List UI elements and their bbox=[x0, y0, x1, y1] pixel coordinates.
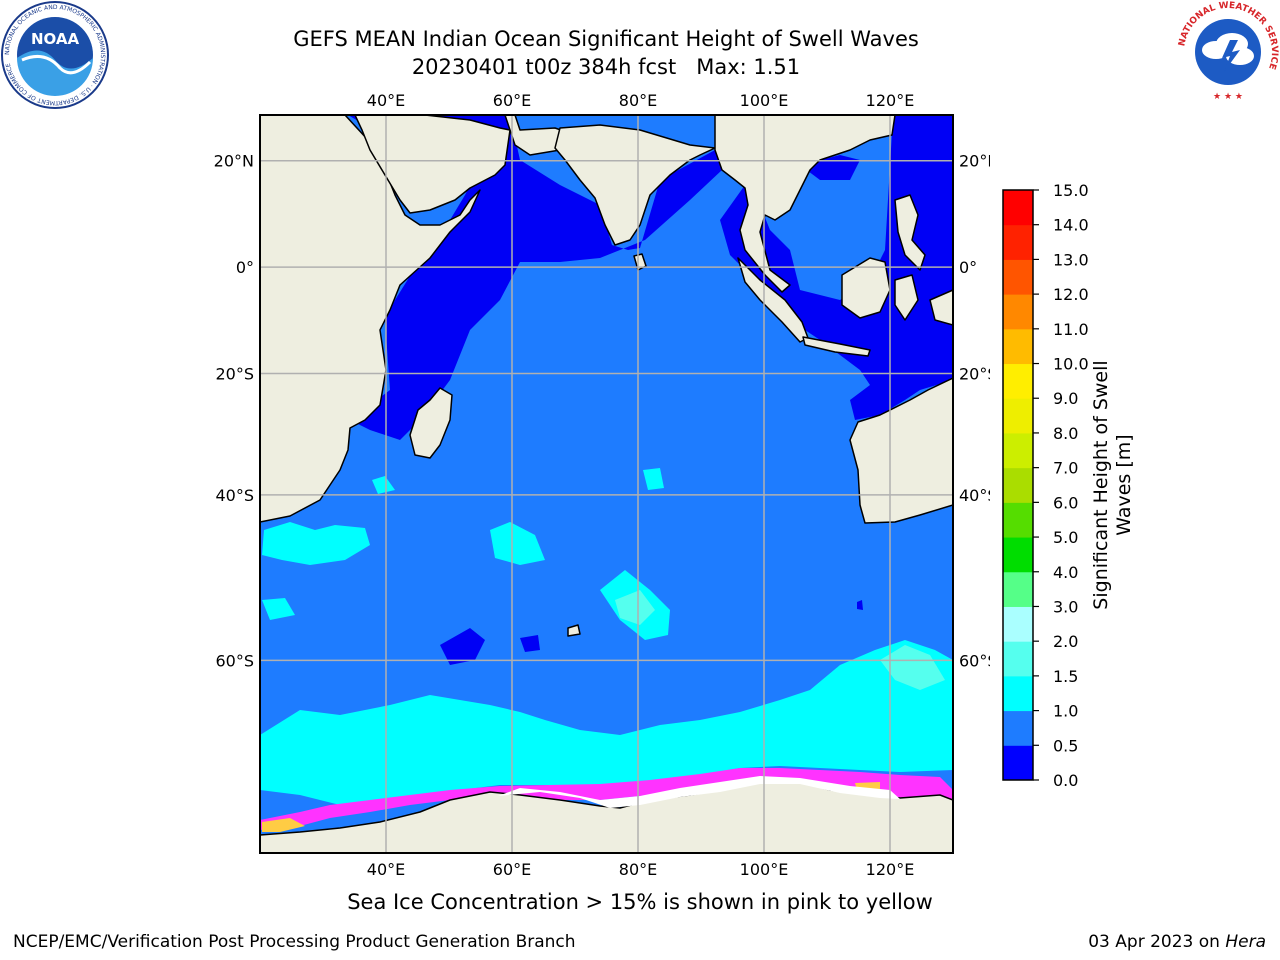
chart-title: GEFS MEAN Indian Ocean Significant Heigh… bbox=[293, 27, 919, 51]
lat-tick-label-right: 20°N bbox=[959, 152, 990, 171]
colorbar-segment bbox=[1003, 675, 1033, 712]
colorbar-tick-label: 1.5 bbox=[1053, 667, 1078, 686]
lon-tick-label-bottom: 60°E bbox=[493, 860, 531, 879]
colorbar: 0.0 0.5 1.0 1.5 2.0 3.0 4.0 5.0 6.0 7.0 8.0 9.0 10.0… bbox=[1002, 181, 1089, 790]
lon-tick-label-top: 100°E bbox=[740, 91, 789, 110]
colorbar-tick-label: 4.0 bbox=[1053, 563, 1078, 582]
date-stamp: 03 Apr 2023 on Hera bbox=[1088, 932, 1266, 952]
colorbar-tick-label: 1.0 bbox=[1053, 702, 1078, 721]
colorbar-tick-label: 0.0 bbox=[1053, 771, 1078, 790]
colorbar-tick-label: 6.0 bbox=[1053, 493, 1078, 512]
colorbar-segment bbox=[1003, 502, 1033, 538]
colorbar-tick-label: 0.5 bbox=[1053, 736, 1078, 755]
colorbar-tick-label: 15.0 bbox=[1053, 181, 1089, 200]
high-swell-regions bbox=[615, 590, 945, 690]
landmasses bbox=[260, 115, 953, 853]
svg-text:★ ★ ★: ★ ★ ★ bbox=[1213, 92, 1243, 102]
lat-tick-label-left: 60°S bbox=[215, 651, 254, 670]
moderate-swell-regions bbox=[260, 468, 953, 805]
swell-height-map: 40°E 40°E 60°E 60°E 80°E 80°E 100°E 100°E 120°E 1… bbox=[214, 91, 990, 879]
colorbar-tick-label: 13.0 bbox=[1053, 250, 1089, 269]
colorbar-tick-label: 5.0 bbox=[1053, 528, 1078, 547]
colorbar-tick-label: 2.0 bbox=[1053, 632, 1078, 651]
colorbar-tick-label: 10.0 bbox=[1053, 355, 1089, 374]
lat-tick-label-right: 0° bbox=[959, 258, 977, 277]
colorbar-segment bbox=[1003, 224, 1033, 260]
lon-tick-label-top: 120°E bbox=[866, 91, 915, 110]
tick-labels: 40°E 40°E 60°E 60°E 80°E 80°E 100°E 100°E 120°E 1… bbox=[214, 91, 990, 879]
colorbar-segment bbox=[1003, 571, 1033, 607]
map-frame bbox=[259, 114, 954, 854]
ice-shelf bbox=[498, 776, 900, 808]
colorbar-tick-label: 12.0 bbox=[1053, 285, 1089, 304]
graticule bbox=[260, 115, 953, 853]
colorbar-tick-label: 14.0 bbox=[1053, 216, 1089, 235]
colorbar-label: Significant Height of Swell Waves [m] bbox=[1090, 350, 1136, 620]
colorbar-tick-label: 8.0 bbox=[1053, 424, 1078, 443]
colorbar-segment bbox=[1003, 294, 1033, 330]
noaa-logo-text: NOAA bbox=[31, 30, 80, 48]
lon-tick-label-bottom: 40°E bbox=[367, 860, 405, 879]
colorbar-segment bbox=[1003, 745, 1033, 781]
colorbar-tick-label: 9.0 bbox=[1053, 389, 1078, 408]
lat-tick-label-right: 60°S bbox=[959, 651, 990, 670]
colorbar-tick-label: 11.0 bbox=[1053, 320, 1089, 339]
lon-tick-label-bottom: 120°E bbox=[866, 860, 915, 879]
colorbar-segment bbox=[1003, 467, 1033, 503]
date-text: 03 Apr 2023 on bbox=[1088, 932, 1226, 952]
colorbar-segment bbox=[1003, 606, 1033, 642]
chart-subtitle: 20230401 t00z 384h fcst Max: 1.51 bbox=[411, 55, 801, 79]
colorbar-tick-label: 3.0 bbox=[1053, 597, 1078, 616]
lat-tick-label-right: 20°S bbox=[959, 365, 990, 384]
low-swell-regions bbox=[348, 115, 953, 665]
lon-tick-label-bottom: 100°E bbox=[740, 860, 789, 879]
colorbar-segment bbox=[1003, 710, 1033, 746]
lat-tick-label-left: 40°S bbox=[215, 486, 254, 505]
lon-tick-label-top: 40°E bbox=[367, 91, 405, 110]
nws-logo: NATIONAL WEATHER SERVICE ★ ★ ★ bbox=[1177, 1, 1279, 103]
sea-ice-yellow bbox=[262, 818, 305, 832]
sea-ice-note: Sea Ice Concentration > 15% is shown in … bbox=[347, 890, 933, 914]
lat-tick-label-right: 40°S bbox=[959, 486, 990, 505]
credit-line: NCEP/EMC/Verification Post Processing Pr… bbox=[13, 932, 576, 952]
lat-tick-label-left: 20°N bbox=[214, 152, 254, 171]
colorbar-segment bbox=[1003, 328, 1033, 365]
colorbar-segment bbox=[1003, 432, 1033, 469]
colorbar-segment bbox=[1003, 259, 1033, 295]
colorbar-frame bbox=[1002, 189, 1034, 781]
noaa-logo: NATIONAL OCEANIC AND ATMOSPHERIC ADMINIS… bbox=[1, 1, 109, 109]
lon-tick-label-bottom: 80°E bbox=[619, 860, 657, 879]
host-name: Hera bbox=[1225, 932, 1266, 952]
colorbar-segment bbox=[1003, 641, 1033, 677]
colorbar-segment bbox=[1003, 537, 1033, 573]
lat-tick-label-left: 20°S bbox=[215, 365, 254, 384]
colorbar-segment bbox=[1003, 363, 1033, 399]
colorbar-segment bbox=[1003, 190, 1033, 226]
colorbar-segment bbox=[1003, 398, 1033, 434]
lat-tick-label-left: 0° bbox=[236, 258, 254, 277]
sea-ice-edge bbox=[260, 768, 953, 830]
colorbar-tick-label: 7.0 bbox=[1053, 459, 1078, 478]
lon-tick-label-top: 60°E bbox=[493, 91, 531, 110]
colorbar-label-text: Significant Height of Swell Waves [m] bbox=[1090, 360, 1135, 610]
lon-tick-label-top: 80°E bbox=[619, 91, 657, 110]
